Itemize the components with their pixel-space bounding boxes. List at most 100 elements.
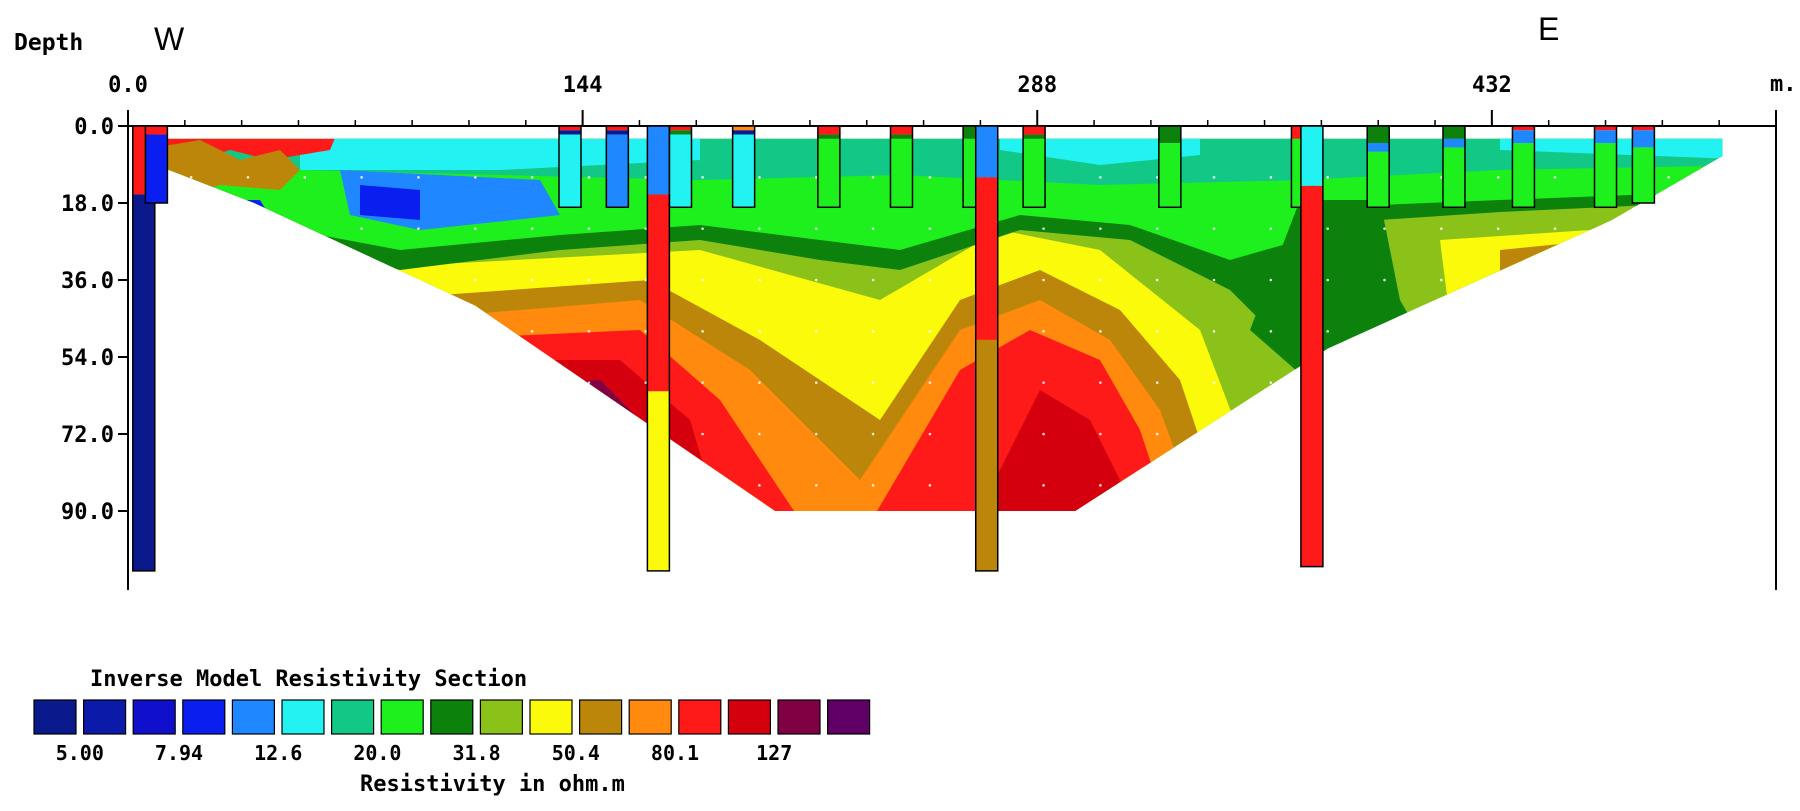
survey-dot <box>701 381 704 384</box>
survey-dot <box>1326 278 1329 282</box>
borehole-outline <box>1022 125 1046 209</box>
borehole-outline <box>1593 125 1618 209</box>
survey-dot <box>189 227 193 230</box>
survey-dot <box>1099 176 1102 179</box>
legend-swatch <box>727 699 772 735</box>
survey-dot <box>189 278 193 282</box>
borehole-layer <box>647 126 670 195</box>
legend-swatch <box>281 699 325 735</box>
survey-dot <box>587 330 591 333</box>
survey-dot <box>246 227 250 230</box>
borehole-layer <box>647 391 670 571</box>
survey-dot <box>1099 330 1102 333</box>
survey-dot <box>1496 484 1500 487</box>
survey-dot <box>1667 278 1670 282</box>
survey-dot <box>1553 278 1557 282</box>
survey-dot <box>871 432 875 436</box>
borehole-outline <box>144 125 169 204</box>
survey-dot <box>246 330 250 333</box>
survey-dot <box>246 432 250 436</box>
survey-dot <box>758 432 761 436</box>
survey-dot <box>1042 381 1045 384</box>
legend-swatch <box>82 699 127 735</box>
legend-swatch <box>678 699 722 735</box>
borehole-outline <box>668 125 693 209</box>
survey-dot <box>473 484 477 487</box>
survey-dot <box>303 432 307 436</box>
survey-dot <box>814 381 818 384</box>
x-tick-label: 288 <box>1017 73 1057 98</box>
borehole-layer <box>732 134 755 208</box>
borehole-outline <box>1158 125 1182 209</box>
survey-dot <box>1383 278 1386 282</box>
survey-dot <box>1099 484 1102 487</box>
survey-dot <box>1269 330 1273 333</box>
borehole <box>731 125 756 209</box>
survey-dot <box>530 176 534 179</box>
survey-dot <box>189 330 193 333</box>
survey-dot <box>1042 432 1045 436</box>
survey-dot <box>644 227 648 230</box>
borehole-layer <box>1023 134 1046 139</box>
x-unit-label: m. <box>1770 72 1797 97</box>
borehole-layer <box>1632 130 1655 148</box>
survey-dot <box>1496 432 1500 436</box>
borehole-outline <box>817 125 841 209</box>
legend-swatch <box>182 699 226 735</box>
survey-dot <box>1610 227 1614 230</box>
survey-dot <box>1042 278 1045 282</box>
survey-dot <box>303 330 307 333</box>
borehole-layer <box>975 339 998 571</box>
survey-dot <box>1155 381 1159 384</box>
borehole-outline <box>646 125 671 572</box>
borehole-layer <box>890 138 913 208</box>
survey-dot <box>871 227 875 230</box>
legend-swatch <box>529 699 573 735</box>
survey-dot <box>530 227 534 230</box>
borehole-outline <box>1511 125 1536 209</box>
borehole-layer <box>1158 126 1181 144</box>
borehole-layer <box>1367 151 1390 208</box>
survey-dot <box>246 278 250 282</box>
borehole-layer <box>145 134 168 203</box>
survey-dot <box>814 330 818 333</box>
legend-swatch <box>33 699 77 735</box>
borehole-outline <box>1366 125 1390 209</box>
y-tick-label: 0.0 <box>74 115 114 140</box>
y-tick-label: 72.0 <box>61 423 114 448</box>
survey-dot <box>1326 381 1329 384</box>
borehole <box>1593 125 1618 209</box>
borehole-layer <box>1367 126 1390 144</box>
borehole <box>144 125 169 204</box>
survey-dot <box>1155 432 1159 436</box>
survey-dot <box>1667 176 1670 179</box>
borehole-layer <box>1442 138 1465 148</box>
survey-dot <box>530 381 534 384</box>
survey-dot <box>1383 227 1386 230</box>
legend: 5.00 7.94 12.6 20.0 31.8 50.4 80.1 127 <box>33 699 871 765</box>
survey-dot <box>758 227 761 230</box>
legend-swatch <box>826 699 871 735</box>
borehole-layer <box>1594 130 1617 144</box>
survey-dot <box>928 381 932 384</box>
borehole-outline <box>1300 125 1324 568</box>
survey-dot <box>758 484 761 487</box>
survey-dot <box>701 432 704 436</box>
survey-dot <box>1099 432 1102 436</box>
survey-dot <box>1099 278 1102 282</box>
survey-dot <box>473 381 477 384</box>
survey-dot <box>644 381 648 384</box>
borehole-layer <box>606 134 629 208</box>
survey-dot <box>587 381 591 384</box>
survey-dot <box>1212 381 1216 384</box>
legend-swatch <box>777 699 821 735</box>
band-top-cyan-far-east <box>1500 138 1723 160</box>
borehole-layer <box>975 177 998 340</box>
borehole-outline <box>1631 125 1656 204</box>
survey-dot <box>360 330 363 333</box>
borehole <box>1158 125 1182 209</box>
legend-tick-label: 80.1 <box>651 741 699 765</box>
survey-dot <box>189 484 193 487</box>
borehole-layer <box>558 126 581 131</box>
legend-swatch <box>132 699 176 735</box>
